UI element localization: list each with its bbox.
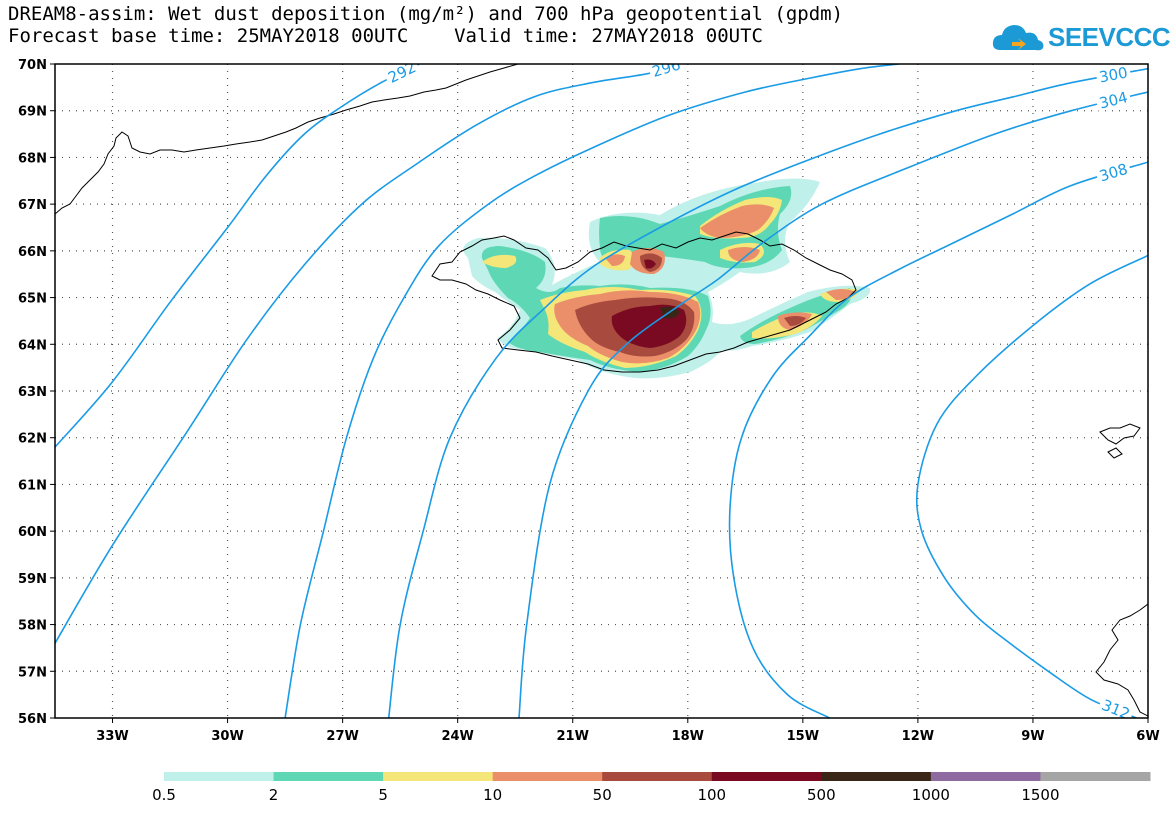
lat-tick-label: 65N xyxy=(18,292,47,307)
lon-tick-label: 18W xyxy=(672,729,704,744)
coastlines xyxy=(55,64,1148,717)
colorbar-label: 100 xyxy=(697,786,727,804)
colorbar-swatch xyxy=(930,772,1041,781)
lat-tick-label: 62N xyxy=(18,432,47,447)
lon-tick-label: 24W xyxy=(441,729,473,744)
seevccc-logo: SEEVCCC xyxy=(990,16,1171,60)
geopotential-contour xyxy=(284,64,899,718)
lon-tick-label: 33W xyxy=(96,729,128,744)
colorbar-label: 1000 xyxy=(911,786,950,804)
contour-label-bg xyxy=(1094,87,1132,112)
scotland-coastline xyxy=(1095,603,1148,717)
lat-tick-label: 63N xyxy=(18,385,47,400)
colorbar xyxy=(164,772,1151,781)
colorbar-label: 10 xyxy=(483,786,503,804)
colorbar-label: 5 xyxy=(378,786,388,804)
lon-tick-label: 27W xyxy=(326,729,358,744)
geopotential-contour xyxy=(55,64,420,448)
lon-tick-label: 30W xyxy=(211,729,243,744)
axis-labels: 33W 30W 27W 24W 21W 18W 15W 12W 9W 6W 70N 69N 68N 67N… xyxy=(18,58,1160,744)
cloud-icon xyxy=(992,25,1044,51)
lat-tick-label: 64N xyxy=(18,338,47,353)
lat-tick-label: 60N xyxy=(18,525,47,540)
lat-tick-label: 68N xyxy=(18,151,47,166)
colorbar-label: 50 xyxy=(592,786,612,804)
colorbar-swatch xyxy=(711,772,822,781)
colorbar-swatch xyxy=(164,772,275,781)
colorbar-label: 2 xyxy=(268,786,279,804)
contour-label: 292 xyxy=(385,58,419,87)
contour-label: 312 xyxy=(1099,696,1132,723)
colorbar-swatch xyxy=(383,772,494,781)
iceland-coastline xyxy=(431,231,857,373)
lon-tick-label: 12W xyxy=(902,729,934,744)
colorbar-swatch xyxy=(821,772,932,781)
lon-tick-label: 9W xyxy=(1021,729,1044,744)
lat-tick-label: 58N xyxy=(18,619,47,634)
faroe-islands-coastline xyxy=(1099,423,1141,459)
colorbar-swatch xyxy=(602,772,713,781)
lat-tick-label: 56N xyxy=(18,712,47,727)
colorbar-swatch xyxy=(492,772,603,781)
colorbar-label: 1500 xyxy=(1021,786,1060,804)
greenland-coastline xyxy=(55,64,519,215)
map-title: DREAM8-assim: Wet dust deposition (mg/m²… xyxy=(8,3,844,25)
contour-label-bg xyxy=(1094,159,1132,185)
lat-tick-label: 66N xyxy=(18,245,47,260)
colorbar-label: 500 xyxy=(807,786,836,804)
contour-label: 300 xyxy=(1098,64,1129,87)
lat-tick-label: 59N xyxy=(18,572,47,587)
logo-text: SEEVCCC xyxy=(1048,22,1171,52)
deposition-area-100 xyxy=(611,259,687,348)
map-subtitle: Forecast base time: 25MAY2018 00UTC Vali… xyxy=(8,25,763,47)
lon-tick-label: 6W xyxy=(1136,729,1159,744)
contour-label: 296 xyxy=(650,55,683,81)
colorbar-swatch xyxy=(273,772,384,781)
graticule xyxy=(55,64,1148,718)
geopotential-contour xyxy=(915,254,1148,718)
contour-label-bg xyxy=(647,64,685,80)
contour-label-bg xyxy=(1095,64,1132,85)
lat-tick-label: 57N xyxy=(18,665,47,680)
lat-tick-label: 69N xyxy=(18,105,47,120)
lon-tick-label: 21W xyxy=(557,729,589,744)
geopotential-contour xyxy=(728,161,1148,718)
contour-label: 304 xyxy=(1097,88,1129,112)
geopotential-contour xyxy=(387,67,1148,718)
geopotential-contour xyxy=(55,64,681,644)
colorbar-label: 0.5 xyxy=(152,786,176,804)
lat-tick-label: 70N xyxy=(18,58,47,73)
contour-label: 308 xyxy=(1097,160,1130,186)
lat-tick-label: 61N xyxy=(18,478,47,493)
colorbar-swatch xyxy=(1040,772,1151,781)
geopotential-contour xyxy=(518,91,1148,718)
lat-tick-label: 67N xyxy=(18,198,47,213)
contour-label-bg xyxy=(1097,694,1135,718)
lon-tick-label: 15W xyxy=(787,729,819,744)
dust-deposition-field xyxy=(463,178,871,379)
